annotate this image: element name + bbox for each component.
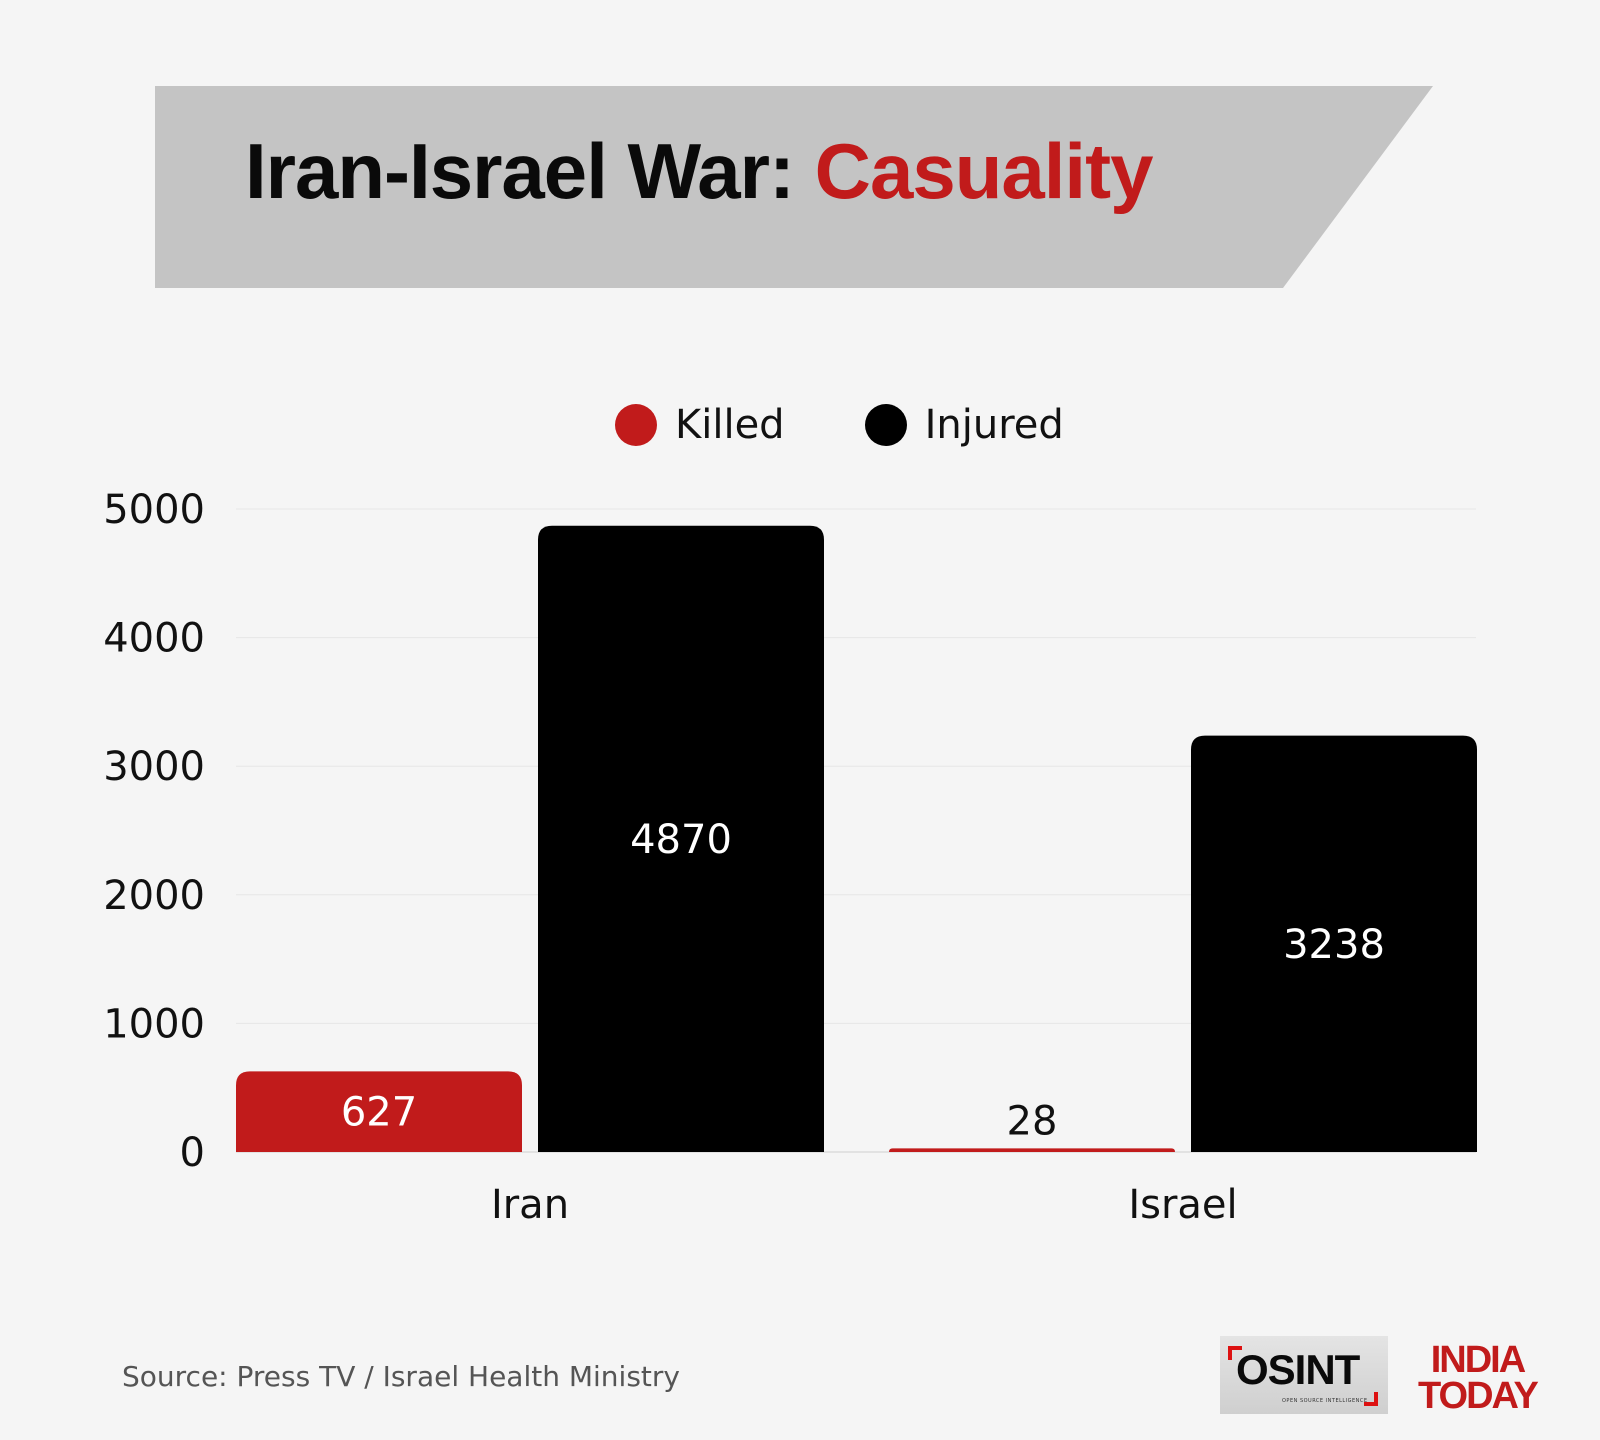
title-accent: Casuality <box>814 127 1154 215</box>
legend-item-killed: Killed <box>615 402 785 448</box>
data-label: 4870 <box>630 817 732 863</box>
y-tick-label: 3000 <box>103 744 205 790</box>
source-note: Source: Press TV / Israel Health Ministr… <box>122 1360 680 1393</box>
data-label: 627 <box>341 1090 417 1136</box>
india-today-logo: INDIA TODAY <box>1418 1339 1539 1417</box>
legend-label-killed: Killed <box>675 402 785 448</box>
chart-legend: Killed Injured <box>615 402 1144 448</box>
bar-killed-israel <box>889 1148 1175 1152</box>
osint-logo: OSINT OPEN SOURCE INTELLIGENCE <box>1220 1336 1388 1414</box>
page-title: Iran-Israel War: Casuality <box>245 126 1154 217</box>
y-tick-label: 5000 <box>103 487 205 533</box>
title-banner-shape <box>155 86 1433 288</box>
bar-killed-iran <box>236 1071 522 1152</box>
bar-injured-iran <box>538 525 824 1152</box>
india-today-line1: INDIA <box>1430 1339 1526 1381</box>
osint-logo-subtitle: OPEN SOURCE INTELLIGENCE <box>1282 1398 1368 1404</box>
legend-label-injured: Injured <box>924 402 1064 448</box>
bracket-icon <box>1228 1346 1242 1360</box>
osint-logo-text: OSINT <box>1236 1346 1360 1393</box>
bar-chart: 0 1000 2000 3000 4000 5000 627 4870 Iran 28 3238 Is… <box>103 487 1477 1228</box>
y-tick-label: 0 <box>180 1130 205 1176</box>
data-label: 28 <box>1007 1098 1058 1144</box>
x-tick-label: Iran <box>491 1182 569 1228</box>
bracket-icon <box>1364 1392 1378 1406</box>
y-tick-label: 4000 <box>103 616 205 662</box>
india-today-line2: TODAY <box>1418 1375 1539 1417</box>
legend-item-injured: Injured <box>864 402 1064 448</box>
title-banner: Iran-Israel War: Casuality <box>155 86 1433 288</box>
legend-dot-injured-icon <box>864 404 907 446</box>
title-main: Iran-Israel War: <box>245 127 815 215</box>
legend-dot-killed-icon <box>615 404 657 446</box>
data-label: 3238 <box>1283 922 1385 968</box>
bar-injured-israel <box>1191 735 1477 1152</box>
y-tick-label: 1000 <box>103 1001 205 1047</box>
y-tick-label: 2000 <box>103 873 205 919</box>
x-tick-label: Israel <box>1128 1182 1237 1228</box>
